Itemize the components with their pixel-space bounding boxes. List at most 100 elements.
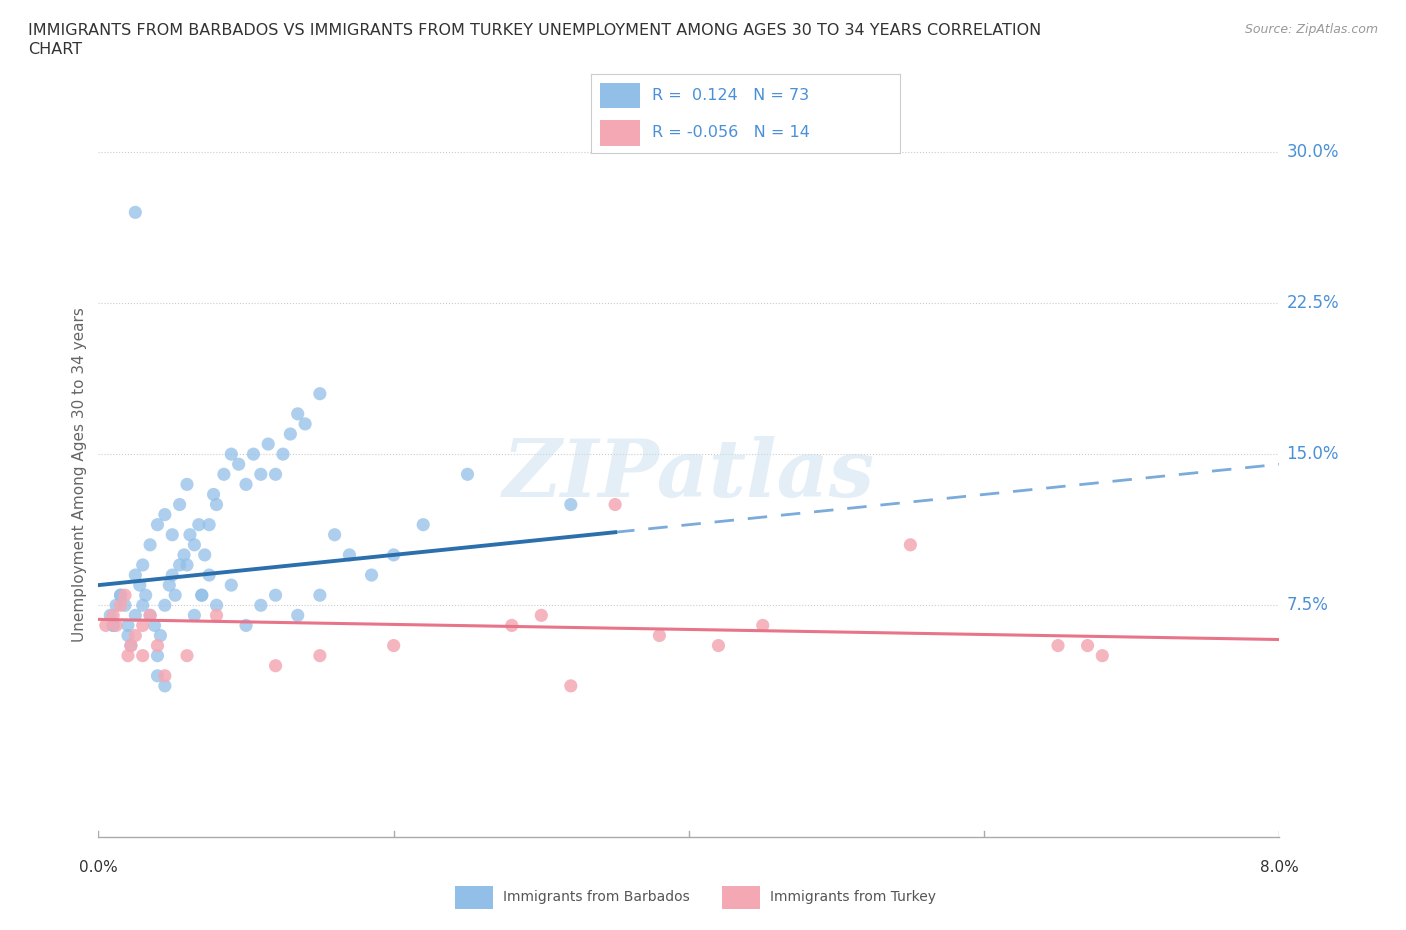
Point [146, 517, 169, 532]
Point [117, 648, 139, 663]
Point [242, 446, 264, 461]
Point [139, 608, 162, 623]
Point [198, 567, 221, 582]
Point [103, 618, 125, 633]
Point [337, 548, 360, 563]
Point [287, 406, 309, 421]
Point [173, 548, 195, 563]
Point [205, 608, 228, 623]
Point [132, 558, 155, 573]
Point [264, 467, 287, 482]
Bar [600, 120, 640, 146]
Point [117, 628, 139, 643]
Point [530, 608, 553, 623]
Point [1076, 638, 1098, 653]
Point [560, 679, 582, 694]
Point [560, 498, 582, 512]
Text: CHART: CHART [28, 42, 82, 57]
Point [103, 618, 125, 633]
Text: 0.0%: 0.0% [79, 860, 118, 875]
Point [219, 578, 242, 592]
Point [146, 648, 169, 663]
Point [205, 498, 228, 512]
Point [176, 477, 198, 492]
Point [235, 477, 257, 492]
Point [162, 527, 183, 542]
Point [205, 598, 228, 613]
Point [202, 487, 225, 502]
Point [153, 598, 176, 613]
Point [250, 467, 273, 482]
Point [176, 558, 198, 573]
Point [250, 598, 273, 613]
Bar [456, 886, 492, 909]
Point [114, 588, 136, 603]
Point [132, 618, 155, 633]
Point [117, 618, 139, 633]
Point [190, 588, 214, 603]
Text: 30.0%: 30.0% [1286, 143, 1339, 161]
Point [110, 588, 132, 603]
Point [264, 658, 287, 673]
Text: R =  0.124   N = 73: R = 0.124 N = 73 [652, 88, 810, 103]
Text: Immigrants from Turkey: Immigrants from Turkey [770, 890, 936, 905]
Point [751, 618, 773, 633]
Point [157, 578, 180, 592]
Point [287, 608, 309, 623]
Point [228, 457, 250, 472]
Point [146, 669, 169, 684]
Point [707, 638, 730, 653]
Point [153, 669, 176, 684]
Point [162, 567, 183, 582]
Point [146, 638, 169, 653]
Point [212, 467, 235, 482]
Point [153, 507, 176, 522]
Point [308, 588, 332, 603]
Point [110, 598, 132, 613]
Point [124, 205, 146, 219]
Point [143, 618, 166, 633]
Point [323, 527, 346, 542]
Point [382, 638, 405, 653]
Point [114, 598, 136, 613]
Point [360, 567, 382, 582]
Point [294, 417, 316, 432]
Text: R = -0.056   N = 14: R = -0.056 N = 14 [652, 126, 810, 140]
Point [179, 527, 201, 542]
Point [648, 628, 671, 643]
Text: 8.0%: 8.0% [1260, 860, 1299, 875]
Point [501, 618, 523, 633]
Point [139, 608, 162, 623]
Point [605, 498, 627, 512]
Point [308, 648, 332, 663]
Point [94, 618, 117, 633]
Point [194, 548, 217, 563]
Point [198, 517, 221, 532]
Point [120, 638, 142, 653]
Point [456, 467, 478, 482]
Point [183, 608, 205, 623]
Point [132, 648, 155, 663]
Bar [723, 886, 759, 909]
Point [898, 538, 921, 552]
Point [412, 517, 434, 532]
Point [165, 588, 187, 603]
Point [103, 608, 125, 623]
Point [135, 588, 157, 603]
Point [98, 608, 121, 623]
Point [169, 558, 191, 573]
Point [235, 618, 257, 633]
Point [132, 598, 155, 613]
Text: ZIPatlas: ZIPatlas [503, 435, 875, 513]
Point [124, 567, 146, 582]
Point [169, 498, 191, 512]
Point [271, 446, 294, 461]
Point [278, 427, 301, 442]
Point [149, 628, 172, 643]
Point [264, 588, 287, 603]
Text: Immigrants from Barbados: Immigrants from Barbados [503, 890, 690, 905]
Text: 22.5%: 22.5% [1286, 294, 1339, 312]
Point [187, 517, 209, 532]
Point [105, 618, 128, 633]
Point [120, 638, 142, 653]
